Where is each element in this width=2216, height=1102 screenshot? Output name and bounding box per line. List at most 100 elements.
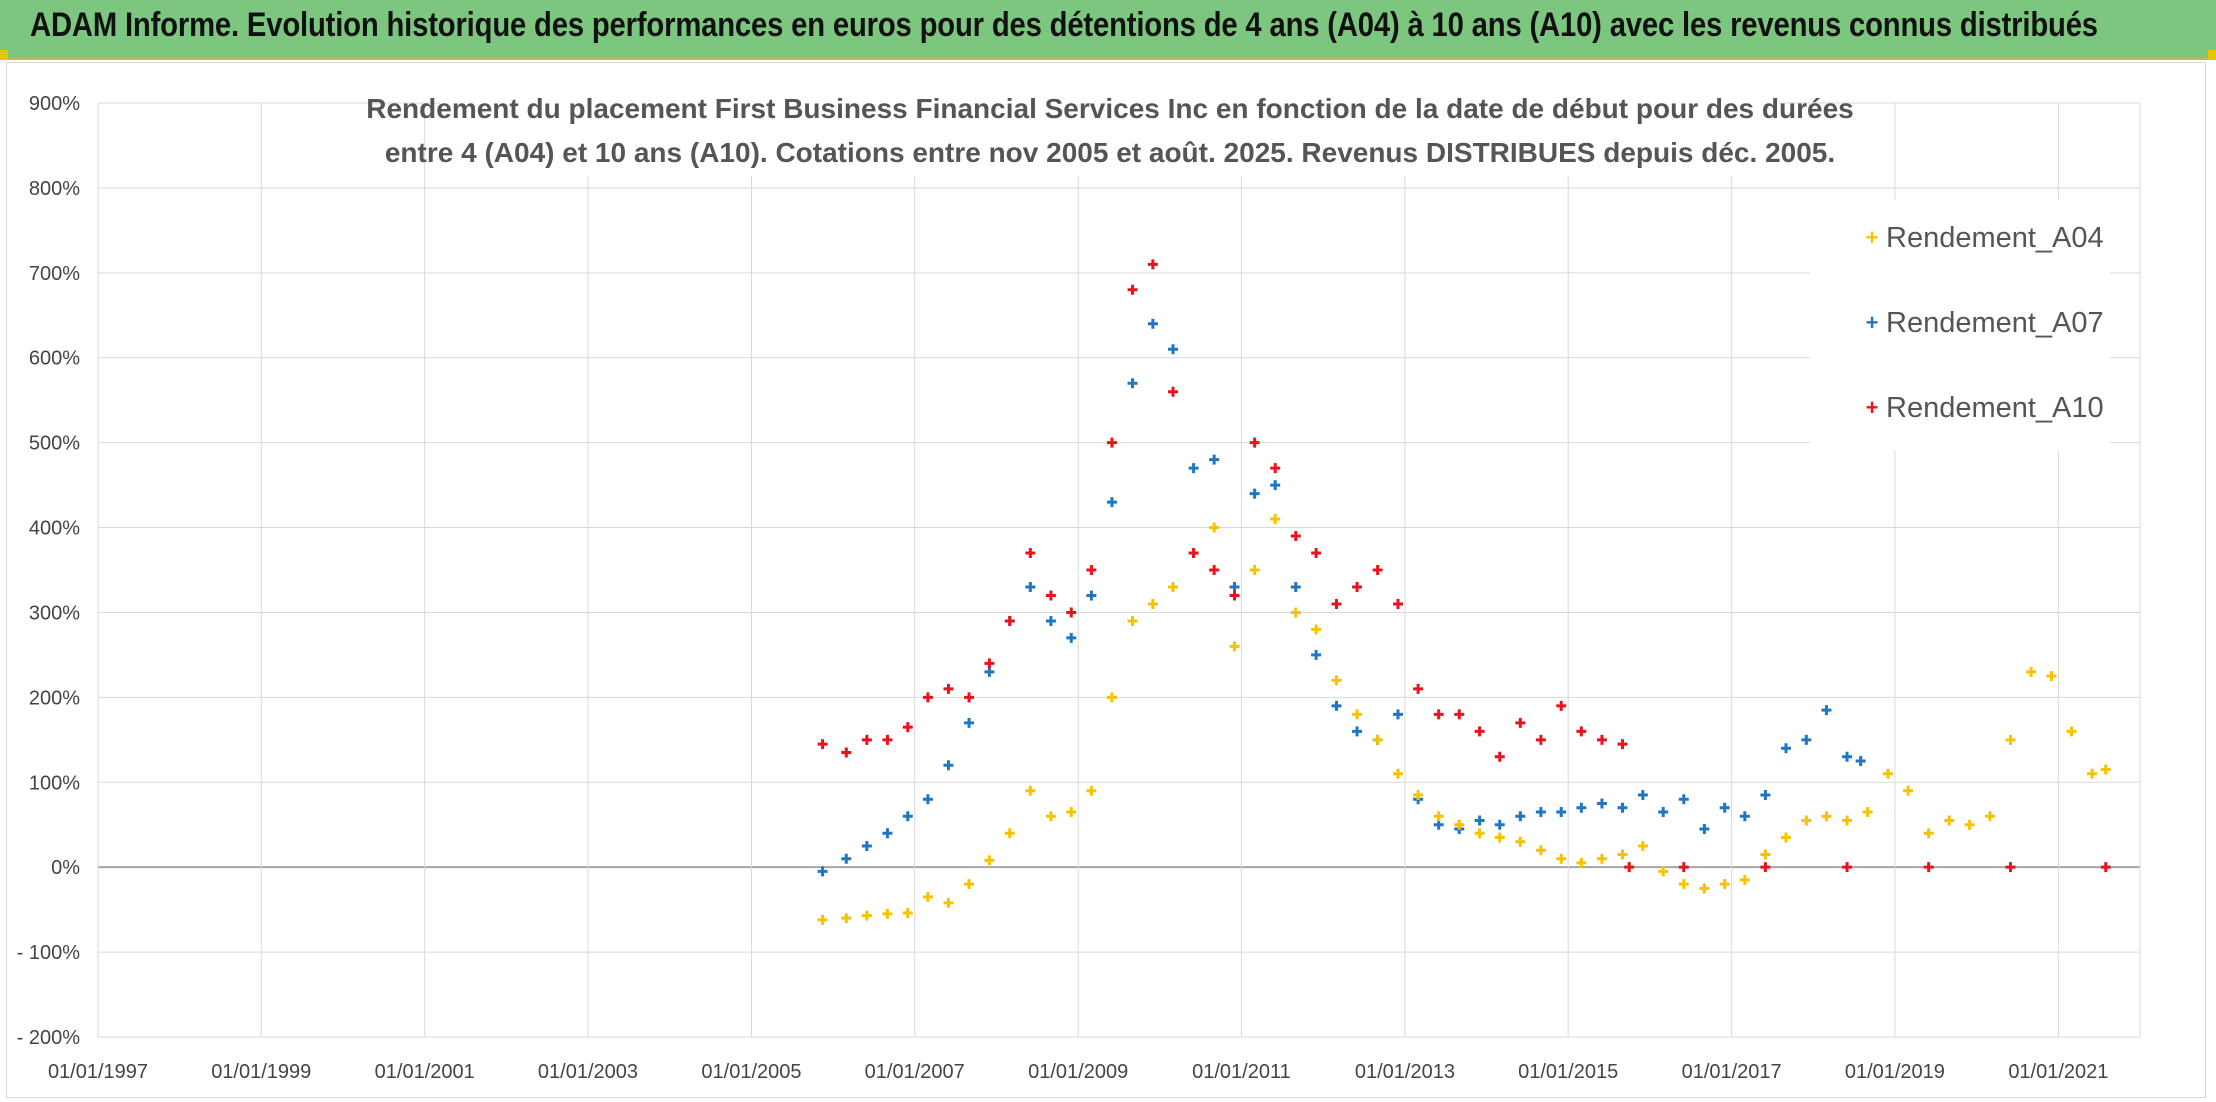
y-tick-label: 600% — [29, 348, 80, 370]
data-point — [1637, 840, 1648, 851]
data-point — [1801, 734, 1812, 745]
x-tick-label: 01/01/2015 — [1518, 1061, 1618, 1083]
data-point — [1780, 832, 1791, 843]
data-point — [1331, 598, 1342, 609]
data-point — [1352, 709, 1363, 720]
legend-label-a04: Rendement_A04 — [1886, 222, 2104, 254]
report-banner: ADAM Informe. Evolution historique des p… — [0, 0, 2216, 60]
data-point — [1556, 700, 1567, 711]
data-point — [1474, 828, 1485, 839]
chart-grid — [97, 102, 2141, 1038]
data-point — [1025, 785, 1036, 796]
data-point — [902, 722, 913, 733]
y-tick-label: 0% — [51, 857, 80, 879]
data-point — [1045, 590, 1056, 601]
data-point — [1209, 454, 1220, 465]
data-point — [1413, 683, 1424, 694]
data-point — [1556, 853, 1567, 864]
data-point — [984, 855, 995, 866]
data-point — [861, 734, 872, 745]
data-point — [817, 866, 828, 877]
data-point — [1596, 798, 1607, 809]
data-point — [1699, 883, 1710, 894]
data-point — [1127, 378, 1138, 389]
data-point — [1576, 802, 1587, 813]
data-point — [1576, 857, 1587, 868]
chart-subtitle-line-1: Rendement du placement First Business Fi… — [366, 93, 1853, 124]
data-point — [1290, 607, 1301, 618]
data-point — [1964, 819, 1975, 830]
data-point — [1168, 344, 1179, 355]
data-point — [1270, 463, 1281, 474]
data-point — [1249, 488, 1260, 499]
subtitle-background — [440, 86, 1780, 176]
data-point — [1494, 751, 1505, 762]
data-point — [861, 910, 872, 921]
data-point — [1474, 815, 1485, 826]
data-point — [882, 828, 893, 839]
data-point — [1290, 531, 1301, 542]
data-point — [2100, 862, 2111, 873]
data-point — [1842, 815, 1853, 826]
chart-legend: + Rendement_A04 + Rendement_A07 + Rendem… — [1810, 200, 2110, 450]
y-tick-label: 300% — [29, 602, 80, 624]
data-point — [984, 666, 995, 677]
data-point — [1311, 649, 1322, 660]
y-tick-label: 700% — [29, 263, 80, 285]
x-tick-label: 01/01/2009 — [1028, 1061, 1128, 1083]
data-point — [1433, 811, 1444, 822]
legend-label-a07: Rendement_A07 — [1886, 307, 2104, 339]
data-point — [1739, 811, 1750, 822]
data-point — [1372, 734, 1383, 745]
data-point — [2046, 671, 2057, 682]
series-rendement_a04 — [817, 514, 2111, 925]
x-tick-label: 01/01/2019 — [1845, 1061, 1945, 1083]
data-point — [1780, 743, 1791, 754]
data-point — [1454, 709, 1465, 720]
data-point — [1474, 726, 1485, 737]
data-point — [1127, 615, 1138, 626]
data-point — [1392, 768, 1403, 779]
data-point — [1311, 624, 1322, 635]
y-tick-label: 900% — [29, 93, 80, 115]
data-point — [1352, 726, 1363, 737]
data-point — [1066, 607, 1077, 618]
data-point — [1699, 823, 1710, 834]
data-point — [922, 692, 933, 703]
data-point — [964, 692, 975, 703]
legend-marker-a04: + — [1866, 225, 1879, 250]
data-point — [1515, 811, 1526, 822]
data-point — [943, 897, 954, 908]
data-point — [817, 914, 828, 925]
data-point — [1739, 874, 1750, 885]
data-point — [1188, 463, 1199, 474]
data-points — [817, 259, 2111, 925]
data-point — [1209, 522, 1220, 533]
data-point — [1106, 497, 1117, 508]
data-point — [1086, 565, 1097, 575]
data-point — [1147, 598, 1158, 609]
data-point — [1855, 756, 1866, 767]
data-point — [1801, 815, 1812, 826]
data-point — [902, 908, 913, 919]
data-point — [1821, 811, 1832, 822]
data-point — [1454, 819, 1465, 830]
data-point — [1249, 565, 1260, 575]
data-point — [2066, 726, 2077, 737]
series-rendement_a07 — [817, 318, 1866, 877]
data-point — [817, 739, 828, 750]
chart-frame — [6, 62, 2206, 1098]
x-tick-label: 01/01/2017 — [1682, 1061, 1782, 1083]
data-point — [922, 794, 933, 805]
data-point — [841, 913, 852, 924]
series-rendement_a10 — [817, 259, 2111, 873]
y-tick-label: 800% — [29, 178, 80, 200]
x-tick-label: 01/01/2001 — [375, 1061, 475, 1083]
data-point — [984, 658, 995, 669]
data-point — [1270, 514, 1281, 525]
data-point — [1821, 705, 1832, 716]
corner-marker-left — [0, 50, 8, 60]
data-point — [1842, 862, 1853, 873]
data-point — [1147, 318, 1158, 329]
